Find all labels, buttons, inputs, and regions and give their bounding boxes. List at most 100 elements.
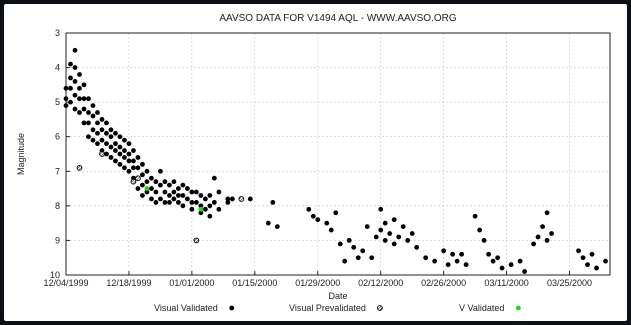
data-point [495,255,501,261]
x-tick-label: 01/01/2000 [169,278,214,288]
data-point [450,251,456,257]
data-point [576,248,581,254]
data-point [117,134,123,140]
legend-marker [377,305,383,311]
data-point [117,144,123,150]
data-point [175,193,181,198]
data-point [153,189,159,195]
data-point [153,179,159,185]
data-point [238,196,245,202]
x-tick-label: 03/11/2000 [484,278,528,288]
y-tick-label: 9 [55,235,60,245]
data-point [144,189,150,195]
legend-marker [229,305,235,311]
data-point [382,220,388,226]
data-point [189,200,195,205]
data-point [108,144,114,150]
data-point [391,217,397,223]
data-point [589,251,595,257]
data-point [198,193,204,198]
data-point [113,130,118,136]
data-point [180,182,186,188]
data-point [81,106,87,112]
data-point [207,213,213,219]
x-axis-ticks: 12/04/1999 12/18/1999 01/01/2000 01/15/2000… [43,271,592,288]
data-point [454,258,460,264]
data-point [193,200,199,205]
data-point [373,234,379,240]
data-point [175,186,181,191]
data-point [117,151,123,157]
data-point [207,203,213,209]
data-point [423,255,429,261]
data-point [158,182,163,188]
data-point [63,96,69,102]
data-point [104,151,109,157]
data-point [351,244,357,250]
data-point [95,120,100,126]
data-point [68,75,73,81]
data-point [414,244,420,250]
data-point [149,196,154,202]
data-point [135,175,141,182]
data-point [193,237,200,244]
data-point [126,158,132,164]
data-point [211,175,217,181]
x-tick-label: 01/29/2000 [295,278,340,288]
data-point [149,186,154,191]
data-point [184,196,190,202]
data-point [113,141,118,147]
data-point [432,258,438,264]
data-point [306,206,312,212]
data-point [86,134,91,140]
legend-label: Visual Prevalidated [289,303,366,313]
data-point [346,238,352,243]
chart-title: AAVSO DATA FOR V1494 AQL - WWW.AAVSO.ORG [219,13,456,24]
y-tick-label: 4 [55,63,60,73]
legend-label: V Validated [459,303,504,313]
data-point [90,137,96,143]
data-point [189,206,195,212]
y-tick-label: 7 [55,166,60,176]
data-point [104,130,109,136]
x-tick-label: 02/12/2000 [358,278,403,288]
data-point [355,255,361,261]
data-point [104,120,109,126]
data-point [108,134,114,140]
data-point [216,189,222,195]
data-point [594,265,599,271]
data-point [198,203,204,209]
series-visual-prevalidated [76,151,245,244]
data-point [216,206,222,212]
data-point [211,200,217,205]
data-point [162,189,168,195]
data-point [144,186,150,191]
data-point [126,151,132,157]
data-point [531,241,536,247]
data-point [122,137,127,143]
data-point [131,158,136,164]
data-point [99,151,105,157]
data-point [144,179,150,185]
data-point [522,269,527,274]
data-point [90,113,96,119]
data-point [167,200,172,205]
y-tick-label: 3 [55,28,60,38]
data-point [459,251,465,257]
data-point [167,193,172,198]
data-point [72,47,78,53]
data-point [158,196,163,202]
data-point [328,227,334,233]
data-point [77,85,82,91]
data-point [99,137,105,143]
data-point [378,227,384,233]
data-point [77,96,82,102]
data-point [310,213,316,219]
data-point [180,193,186,198]
data-point [391,241,397,247]
data-point [76,164,83,171]
data-point [72,79,78,84]
data-point [387,231,393,236]
data-point [360,248,366,254]
data-point [585,262,590,268]
